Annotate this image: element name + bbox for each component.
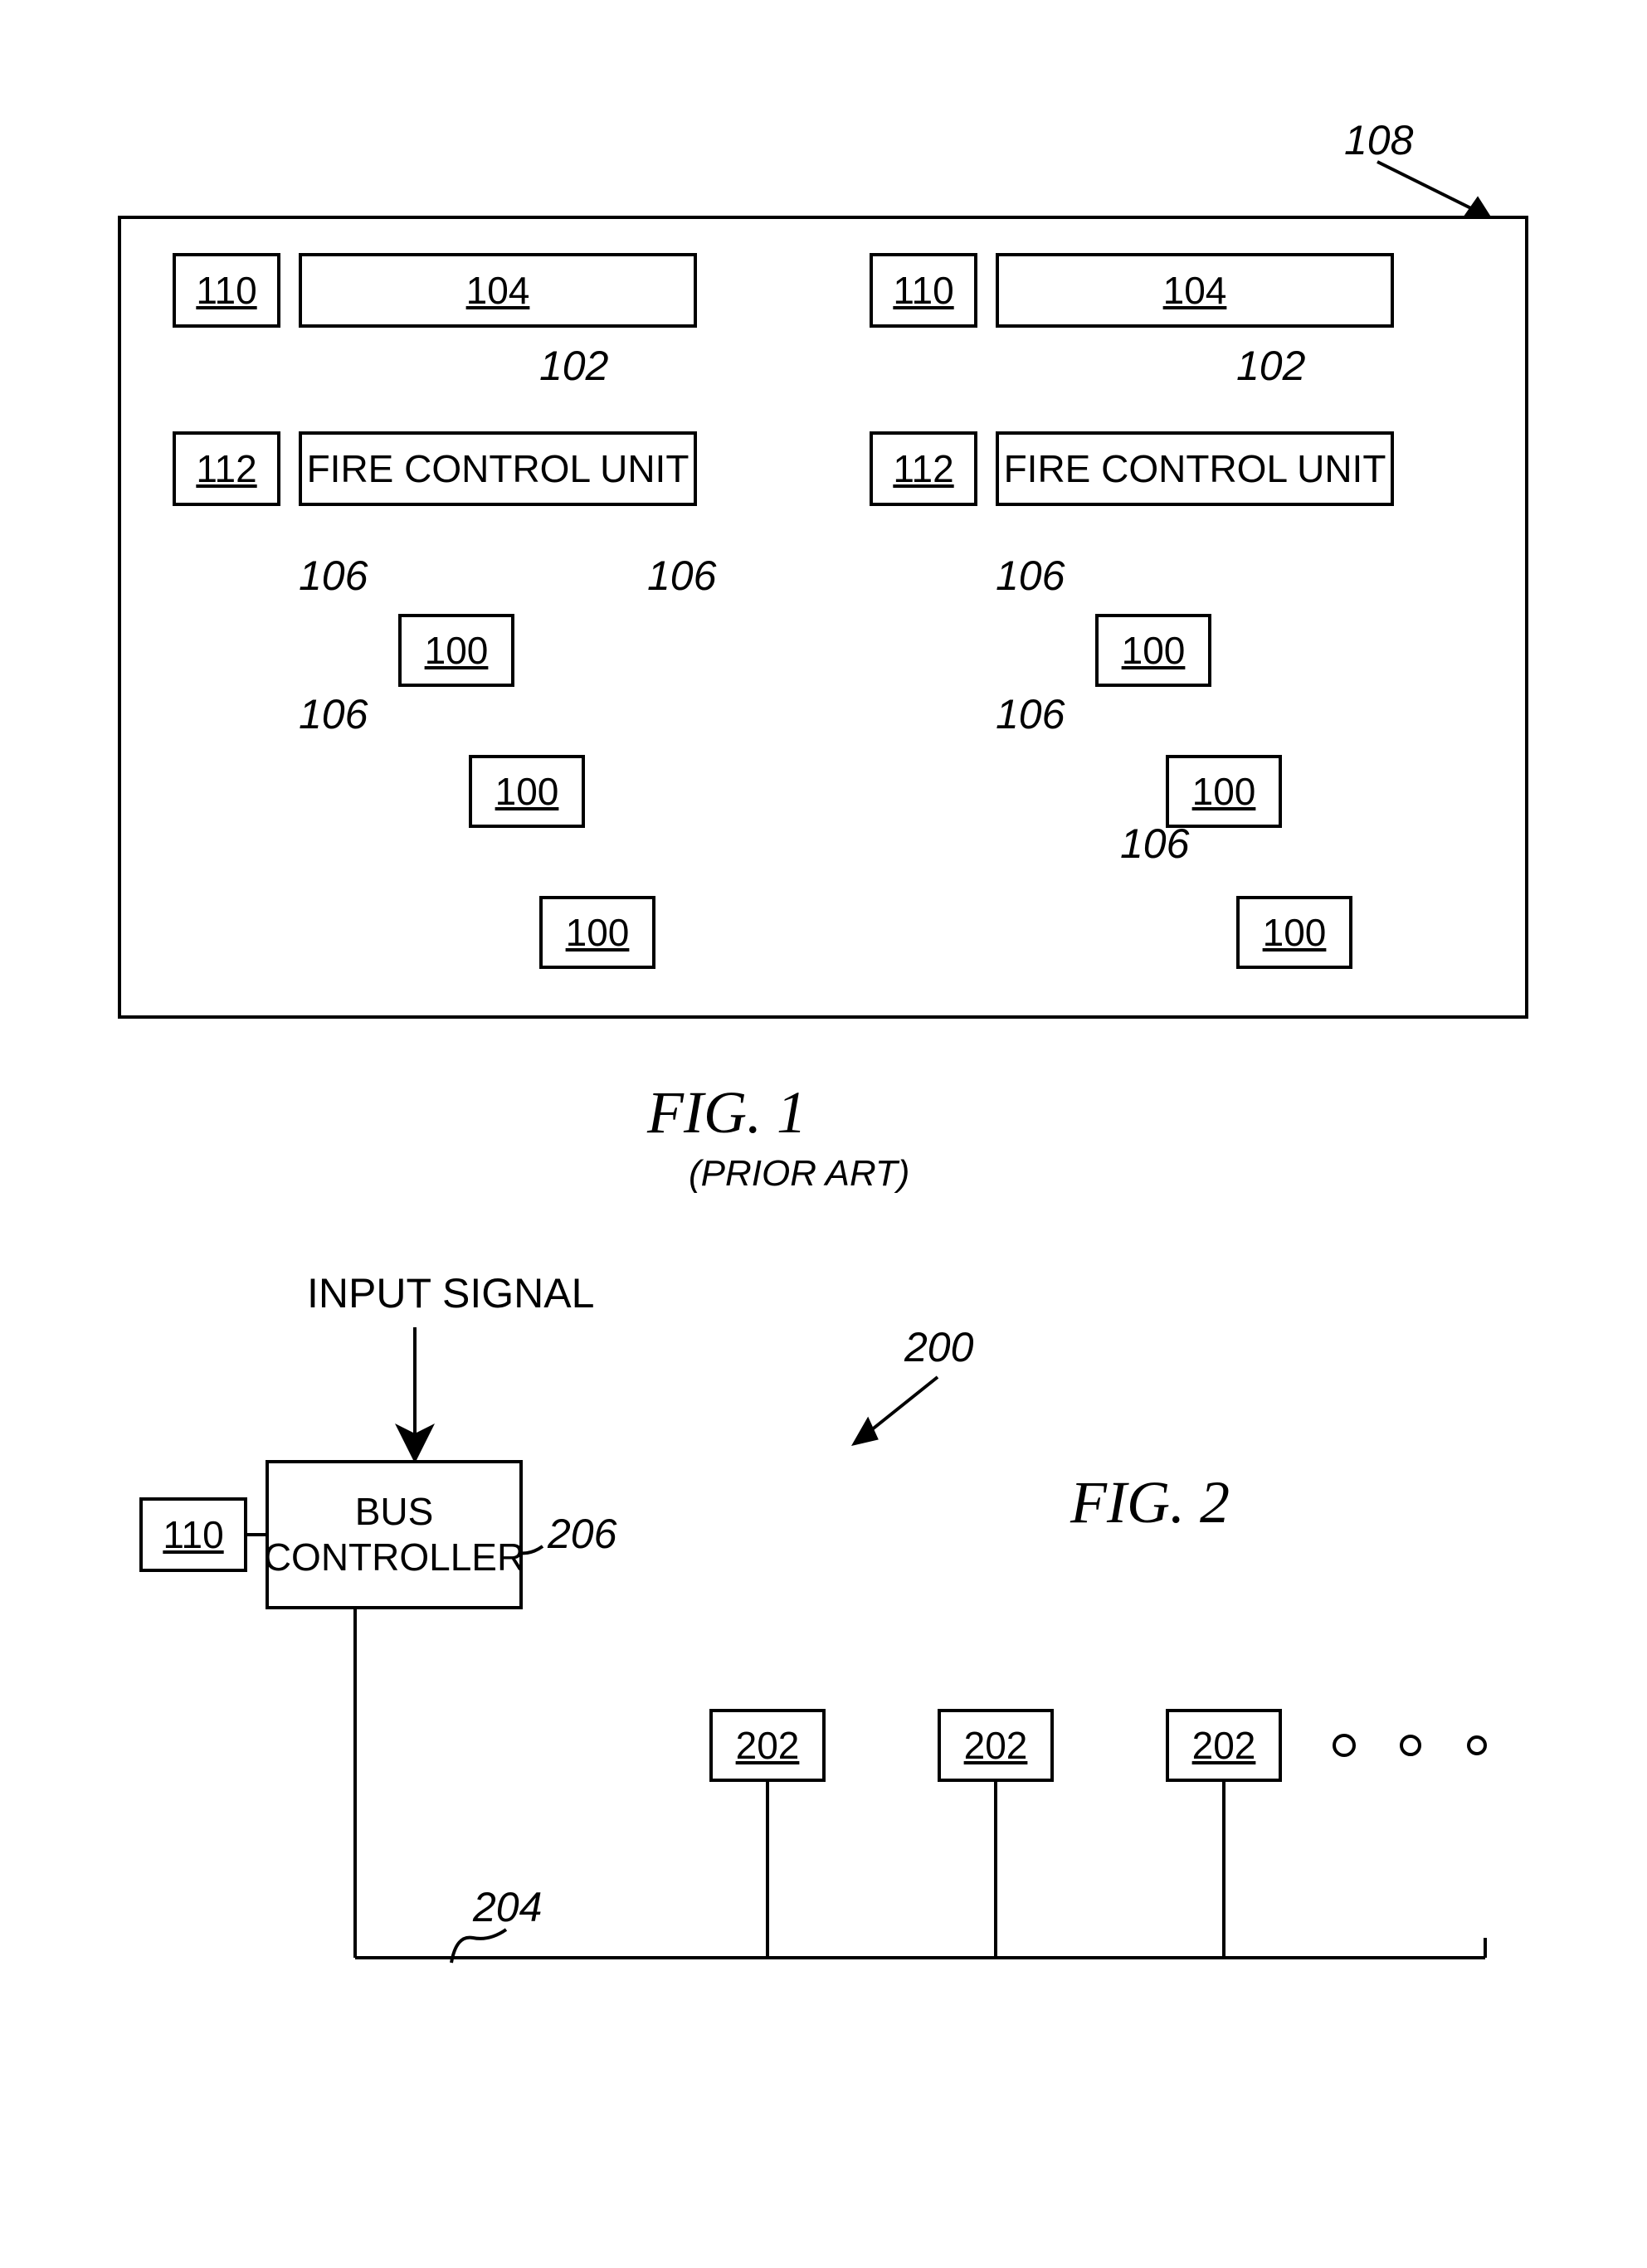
box-fire-control-unit: FIRE CONTROL UNIT [299,431,697,506]
box-202: 202 [1166,1709,1282,1782]
box-100: 100 [1095,614,1211,687]
box-100: 100 [469,755,585,828]
label-106: 106 [996,552,1065,600]
label-204: 204 [473,1883,542,1931]
box-110: 110 [173,253,280,328]
box-100: 100 [1166,755,1282,828]
fig2-ref-label: 200 [904,1323,973,1371]
box-104: 104 [996,253,1394,328]
box-100: 100 [539,896,655,969]
label-102: 102 [539,342,608,390]
label-106: 106 [996,690,1065,738]
box-100: 100 [1236,896,1352,969]
label-106: 106 [1120,820,1189,868]
label-102: 102 [1236,342,1305,390]
box-202: 202 [938,1709,1054,1782]
box-202: 202 [709,1709,826,1782]
fig1-subcaption: (PRIOR ART) [689,1153,909,1195]
box-110: 110 [139,1497,247,1572]
label-106: 106 [647,552,716,600]
page: 108 110 104 112 FIRE CONTROL UNIT 100 10… [0,0,1647,2268]
box-100: 100 [398,614,514,687]
label-106: 106 [299,690,368,738]
fig2-input-label: INPUT SIGNAL [307,1269,594,1317]
box-112: 112 [870,431,977,506]
fig1-ref-label: 108 [1344,116,1413,164]
fig2-caption: FIG. 2 [1070,1468,1230,1537]
box-104: 104 [299,253,697,328]
box-fire-control-unit: FIRE CONTROL UNIT [996,431,1394,506]
box-110: 110 [870,253,977,328]
box-bus-controller: BUS CONTROLLER [266,1460,523,1609]
label-106: 106 [299,552,368,600]
label-206: 206 [548,1510,616,1558]
fig1-caption: FIG. 1 [647,1078,806,1147]
box-112: 112 [173,431,280,506]
